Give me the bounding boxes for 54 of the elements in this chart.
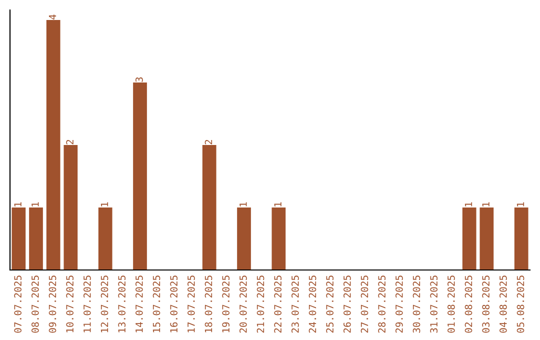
x-tick-label: 02.08.2025	[464, 276, 472, 333]
bar	[237, 208, 251, 270]
data-label: 1	[274, 202, 282, 206]
bar	[98, 208, 112, 270]
x-tick-label: 04.08.2025	[499, 276, 507, 333]
x-tick-label: 24.07.2025	[308, 276, 316, 333]
x-tick-label: 15.07.2025	[152, 276, 160, 332]
bar	[133, 82, 147, 270]
data-label: 1	[100, 202, 108, 206]
x-tick-label: 30.07.2025	[412, 276, 420, 333]
data-label: 1	[464, 202, 472, 206]
data-label: 1	[32, 202, 39, 206]
x-tick-label: 31.07.2025	[430, 276, 438, 333]
x-tick-label: 17.07.2025	[187, 276, 195, 332]
data-label: 2	[204, 140, 212, 144]
x-tick-label: 23.07.2025	[291, 276, 299, 333]
x-tick-label: 19.07.2025	[222, 276, 230, 332]
x-tick-label: 25.07.2025	[326, 276, 334, 333]
x-tick-label: 08.07.2025	[31, 276, 39, 333]
bar	[272, 208, 286, 270]
x-tick-label: 14.07.2025	[135, 276, 143, 332]
bar	[202, 145, 216, 270]
x-tick-label: 27.07.2025	[360, 276, 368, 333]
x-tick-label: 12.07.2025	[100, 276, 108, 332]
x-tick-label: 18.07.2025	[204, 276, 212, 332]
x-tick-label: 29.07.2025	[395, 276, 403, 333]
x-tick-label: 11.07.2025	[83, 276, 91, 332]
data-label: 2	[66, 140, 74, 144]
x-tick-label: 05.08.2025	[516, 276, 524, 333]
x-tick-label: 26.07.2025	[343, 276, 351, 333]
x-tick-label: 09.07.2025	[48, 276, 56, 333]
x-tick-label: 07.07.2025	[14, 276, 22, 333]
x-tick-label: 10.07.2025	[66, 276, 74, 332]
bar	[514, 208, 528, 270]
data-label: 1	[240, 202, 247, 206]
x-tick-label: 01.08.2025	[447, 276, 455, 333]
data-label: 1	[482, 202, 490, 206]
data-label: 1	[14, 202, 22, 206]
x-tick-label: 03.08.2025	[482, 276, 490, 333]
data-label: 3	[135, 77, 143, 82]
x-tick-label: 20.07.2025	[239, 276, 247, 333]
x-tick-label: 13.07.2025	[118, 276, 126, 332]
bar	[64, 145, 78, 270]
x-tick-label: 22.07.2025	[274, 276, 282, 333]
bar	[462, 208, 476, 270]
x-tick-label: 28.07.2025	[378, 276, 386, 333]
bar	[12, 208, 26, 270]
data-label: 4	[48, 14, 56, 20]
bar	[29, 208, 43, 270]
x-tick-label: 16.07.2025	[170, 276, 178, 332]
bar	[480, 208, 494, 270]
data-label: 1	[516, 202, 524, 206]
bar	[46, 20, 60, 270]
x-tick-label: 21.07.2025	[256, 276, 264, 333]
